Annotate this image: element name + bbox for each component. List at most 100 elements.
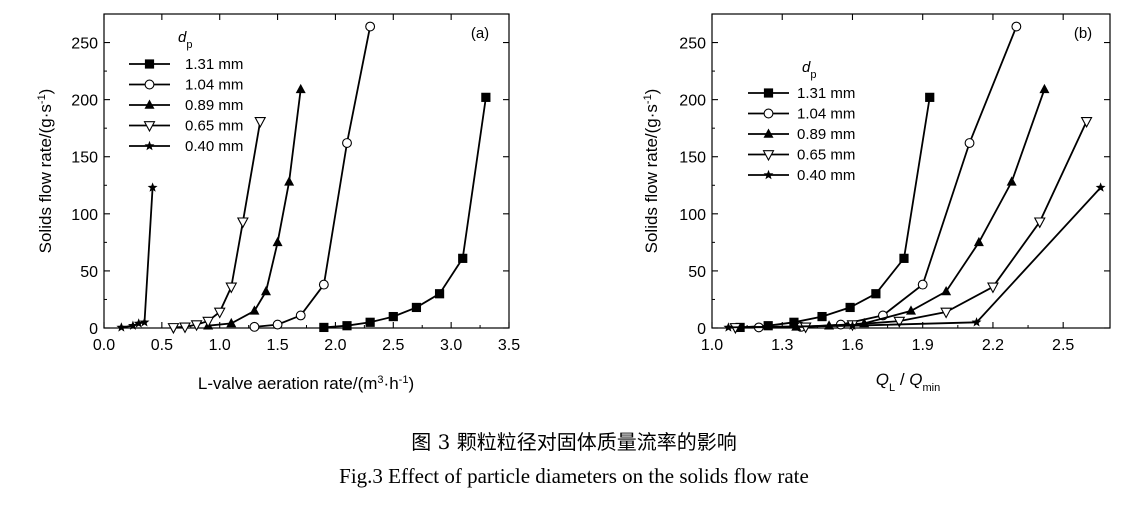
data-point	[847, 320, 858, 330]
data-point	[319, 322, 329, 333]
data-point	[284, 176, 295, 186]
panel-label: (b)	[1074, 25, 1092, 42]
data-point	[254, 116, 267, 128]
x-tick-label: 1.3	[771, 337, 793, 354]
data-point	[295, 310, 306, 321]
legend-entry-0-65-mm: 0.65 mm	[748, 147, 855, 164]
x-tick-label: 0.0	[93, 337, 115, 354]
x-tick-label: 3.0	[440, 337, 462, 354]
legend: dp 1.31 mm 1.04 mm 0.89 mm 0.65 mm 0.40 mm	[748, 59, 855, 184]
data-point	[202, 316, 215, 328]
data-point	[987, 282, 999, 294]
legend-marker	[763, 169, 774, 180]
legend-label: 0.65 mm	[797, 147, 855, 164]
legend-label: 0.89 mm	[185, 97, 243, 114]
data-point	[388, 311, 398, 322]
legend-marker	[144, 59, 155, 69]
y-axis-label: Solids flow rate/(g·s-1)	[642, 89, 661, 254]
x-tick-label: 3.5	[498, 337, 520, 354]
series-0-40-mm	[116, 182, 158, 332]
legend-entry-0-89-mm: 0.89 mm	[129, 97, 243, 114]
legend-marker	[763, 88, 774, 98]
data-point	[342, 321, 352, 331]
legend-label: 1.31 mm	[185, 56, 243, 73]
data-point	[964, 138, 975, 148]
data-point	[179, 322, 191, 334]
x-tick-label: 1.0	[209, 337, 231, 354]
data-point	[917, 279, 928, 290]
legend-marker	[762, 150, 775, 162]
data-point	[817, 311, 827, 322]
data-point	[127, 320, 138, 330]
legend-label: 1.04 mm	[185, 77, 243, 94]
y-tick-label: 0	[89, 321, 98, 338]
y-tick-label: 0	[697, 321, 706, 338]
series-line	[735, 120, 1088, 329]
panel-a: 0.0 0.5 1.0 1.5 2.0 2.5 3.0 3.5 0 50 100 150 200 250 L…	[36, 13, 520, 393]
data-point	[365, 21, 376, 32]
data-point	[763, 321, 773, 331]
data-point	[116, 322, 127, 332]
series-0-65-mm	[729, 116, 1093, 335]
y-tick-label: 200	[679, 93, 706, 110]
legend-entry-1-04-mm: 1.04 mm	[129, 77, 243, 94]
y-tick-label: 250	[71, 36, 98, 53]
data-point	[899, 253, 909, 263]
legend-title: dp	[178, 29, 192, 51]
series-line	[323, 97, 487, 329]
x-tick-label: 2.2	[982, 337, 1004, 354]
data-point	[261, 285, 271, 296]
y-tick-label: 150	[71, 150, 98, 167]
data-point	[789, 317, 799, 327]
y-tick-label: 100	[71, 207, 98, 224]
legend-marker	[144, 140, 155, 151]
data-point	[213, 307, 226, 319]
legend-entry-0-40-mm: 0.40 mm	[748, 167, 855, 184]
data-point	[1006, 176, 1017, 186]
legend-entry-0-40-mm: 0.40 mm	[129, 138, 243, 155]
legend-entry-1-31-mm: 1.31 mm	[129, 56, 243, 73]
y-tick-label: 250	[679, 36, 706, 53]
legend-label: 0.40 mm	[185, 138, 243, 155]
data-point	[481, 92, 491, 102]
x-tick-label: 0.5	[151, 337, 173, 354]
data-point	[925, 92, 935, 102]
data-point	[295, 83, 306, 94]
legend-entry-1-04-mm: 1.04 mm	[748, 106, 855, 123]
data-point	[167, 323, 180, 335]
data-point	[226, 317, 237, 328]
y-tick-label: 100	[679, 207, 706, 224]
legend-label: 0.65 mm	[185, 118, 243, 135]
data-point	[318, 279, 329, 290]
data-point	[133, 318, 144, 328]
data-point	[723, 322, 734, 332]
x-tick-label: 1.0	[701, 337, 723, 354]
data-point	[1080, 116, 1093, 128]
data-point	[940, 307, 953, 319]
legend-marker	[763, 128, 774, 138]
y-tick-label: 150	[679, 150, 706, 167]
data-point	[225, 282, 238, 294]
data-point	[249, 305, 260, 315]
data-point	[1033, 217, 1046, 229]
panel-label: (a)	[471, 25, 489, 42]
data-point	[799, 322, 812, 334]
data-point	[973, 236, 984, 247]
plot-frame	[711, 13, 1111, 329]
series-1-31-mm	[319, 92, 491, 333]
legend-entry-1-31-mm: 1.31 mm	[748, 85, 855, 102]
y-axis-label: Solids flow rate/(g·s-1)	[36, 89, 55, 254]
x-axis-label: L-valve aeration rate/(m3·h-1)	[198, 374, 414, 393]
x-tick-label: 1.9	[912, 337, 934, 354]
legend-marker	[144, 79, 155, 90]
legend-marker	[763, 108, 774, 119]
data-point	[272, 319, 283, 330]
legend-label: 1.31 mm	[797, 85, 855, 102]
data-point	[272, 236, 283, 247]
x-tick-label: 1.6	[841, 337, 863, 354]
series-line	[254, 26, 371, 328]
data-point	[249, 321, 260, 332]
data-point	[871, 289, 881, 299]
figure-caption-en: Fig.3 Effect of particle diameters on th…	[339, 464, 809, 488]
